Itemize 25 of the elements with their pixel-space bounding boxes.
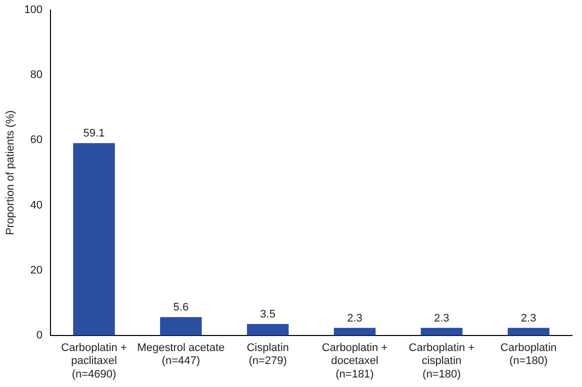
data-label: 2.3: [520, 312, 536, 324]
data-label: 3.5: [260, 308, 276, 321]
y-tick-label: 40: [30, 199, 43, 212]
data-label: 5.6: [173, 302, 189, 314]
bar: [508, 328, 550, 336]
x-tick-label: Carboplatin + paclitaxel (n=4690): [61, 342, 127, 380]
x-tick-label: Carboplatin (n=180): [500, 342, 557, 368]
bar: [246, 324, 289, 336]
data-label: 2.3: [347, 312, 362, 324]
y-tick-label: 20: [30, 264, 43, 276]
bar: [73, 143, 115, 336]
x-tick-label: Carboplatin + cisplatin (n=180): [408, 342, 475, 380]
y-axis-title: Proportion of patients (%): [4, 110, 17, 236]
data-label: 2.3: [434, 312, 450, 324]
y-tick-label: 60: [30, 134, 43, 146]
y-tick-label: 100: [24, 4, 43, 16]
y-tick-label: 0: [36, 329, 43, 342]
bar: [420, 328, 462, 336]
x-tick-label: Cisplatin (n=279): [246, 342, 289, 368]
x-tick-label: Carboplatin + docetaxel (n=181): [322, 342, 388, 380]
bar: [160, 317, 202, 336]
y-tick-label: 80: [30, 69, 43, 82]
data-label: 59.1: [83, 128, 105, 140]
bar: [334, 328, 376, 336]
x-tick-label: Megestrol acetate (n=447): [137, 342, 225, 368]
